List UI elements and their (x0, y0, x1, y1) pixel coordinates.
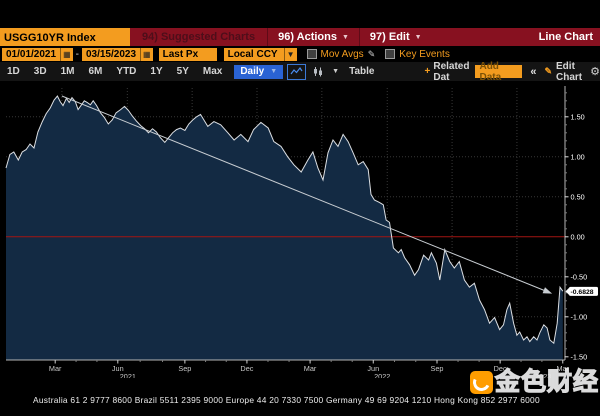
svg-text:Sep: Sep (430, 364, 443, 373)
security-ticker-field[interactable]: USGG10YR Index (0, 28, 130, 46)
svg-text:2021: 2021 (120, 372, 136, 378)
related-data-label: Related Dat (433, 60, 470, 83)
edit-menu-label: 97) Edit (369, 31, 410, 43)
period-button-1d[interactable]: 1D (7, 66, 20, 77)
price-source-field[interactable]: Last Px (158, 47, 217, 61)
svg-text:Jun: Jun (367, 364, 379, 373)
svg-text:Mar: Mar (556, 364, 569, 373)
footer-line-1: Australia 61 2 9777 8600 Brazil 5511 239… (33, 395, 540, 406)
suggested-charts-button[interactable]: 94) Suggested Charts (142, 31, 256, 43)
chart-style-dropdown[interactable]: ▼ (330, 65, 341, 79)
plus-icon: + (424, 66, 431, 77)
svg-text:Mar: Mar (304, 364, 317, 373)
footer: Australia 61 2 9777 8600 Brazil 5511 239… (0, 377, 600, 416)
chart-type-label: Line Chart (538, 31, 593, 43)
svg-text:-0.50: -0.50 (571, 272, 588, 281)
calendar-icon[interactable]: ▦ (60, 47, 73, 61)
dropdown-arrow-icon[interactable]: ▼ (283, 47, 297, 61)
chevron-down-icon: ▼ (332, 68, 340, 75)
settings-gear-button[interactable]: ⚙ (590, 65, 600, 78)
date-to-value: 03/15/2023 (81, 47, 141, 61)
key-events-checkbox[interactable] (385, 49, 396, 59)
actions-menu-label: 96) Actions (278, 31, 337, 43)
period-button-ytd[interactable]: YTD (116, 66, 137, 77)
collapse-panel-button[interactable]: « (530, 65, 537, 78)
svg-text:2023: 2023 (535, 372, 551, 378)
svg-text:-0.6828: -0.6828 (571, 289, 594, 296)
candlestick-icon (314, 66, 323, 76)
line-chart-icon (290, 66, 303, 75)
pencil-icon: ✎ (544, 66, 553, 76)
watermark-text: 金色财经 (494, 368, 599, 396)
period-button-5y[interactable]: 5Y (176, 66, 189, 77)
candlestick-style-button[interactable] (310, 65, 326, 79)
svg-text:-1.00: -1.00 (571, 312, 588, 321)
svg-text:Sep: Sep (178, 364, 191, 373)
svg-text:Mar: Mar (49, 364, 62, 373)
period-button-max[interactable]: Max (202, 66, 223, 77)
frequency-value: Daily (240, 66, 265, 77)
period-button-1m[interactable]: 1M (60, 66, 75, 77)
calendar-icon[interactable]: ▦ (140, 47, 153, 61)
mov-avgs-checkbox[interactable] (306, 49, 317, 59)
date-from-input[interactable]: 01/01/2021 ▦ (2, 47, 73, 61)
date-from-value: 01/01/2021 (2, 47, 61, 61)
currency-select[interactable]: Local CCY ▼ (223, 47, 297, 61)
currency-value: Local CCY (223, 47, 284, 61)
edit-mov-avgs-pencil-icon[interactable]: ✎ (367, 48, 376, 59)
svg-text:1.50: 1.50 (571, 112, 585, 121)
chart-toolbar-row: 1D 3D 1M 6M YTD 1Y 5Y Max Daily ▼ ▼ Table + Rel… (0, 61, 600, 83)
svg-text:0.50: 0.50 (571, 192, 585, 201)
chevron-down-icon: ▼ (341, 33, 349, 41)
chevron-down-icon: ▼ (270, 68, 278, 75)
svg-text:1.00: 1.00 (571, 152, 585, 161)
actions-menu-button[interactable]: 96) Actions ▼ (267, 28, 359, 46)
chevron-down-icon: ▼ (414, 33, 422, 41)
watermark-logo-icon (469, 371, 493, 394)
edit-chart-button[interactable]: ✎ Edit Chart (544, 61, 582, 83)
svg-text:-1.50: -1.50 (571, 352, 588, 361)
period-button-3d[interactable]: 3D (33, 66, 47, 77)
edit-menu-button[interactable]: 97) Edit ▼ (358, 28, 432, 46)
frequency-select[interactable]: Daily ▼ (234, 64, 284, 79)
date-to-input[interactable]: 03/15/2023 ▦ (81, 47, 153, 61)
svg-text:Dec: Dec (494, 364, 507, 373)
line-chart-style-button[interactable] (287, 63, 307, 80)
period-buttons: 1D 3D 1M 6M YTD 1Y 5Y Max (0, 66, 229, 77)
svg-text:0.00: 0.00 (571, 232, 585, 241)
related-data-button[interactable]: + Related Dat (425, 61, 470, 83)
svg-text:Jun: Jun (112, 364, 124, 373)
mov-avgs-label: Mov Avgs (320, 48, 364, 60)
title-bar: USGG10YR Index 94) Suggested Charts 96) … (0, 28, 600, 46)
svg-text:Dec: Dec (240, 364, 253, 373)
date-range-dash: - (75, 48, 79, 60)
edit-chart-label: Edit Chart (556, 60, 583, 83)
table-button[interactable]: Table (349, 66, 375, 77)
gear-icon: ⚙ (590, 66, 600, 78)
period-button-6m[interactable]: 6M (88, 66, 103, 77)
watermark: 金色财经 (469, 368, 599, 396)
period-button-1y[interactable]: 1Y (150, 66, 163, 77)
add-data-input[interactable]: Add Data (475, 61, 523, 83)
key-events-label: Key Events (399, 48, 450, 60)
chart-controls-row: 01/01/2021 ▦ - 03/15/2023 ▦ Last Px Loca… (0, 46, 600, 62)
svg-text:2022: 2022 (374, 372, 390, 378)
